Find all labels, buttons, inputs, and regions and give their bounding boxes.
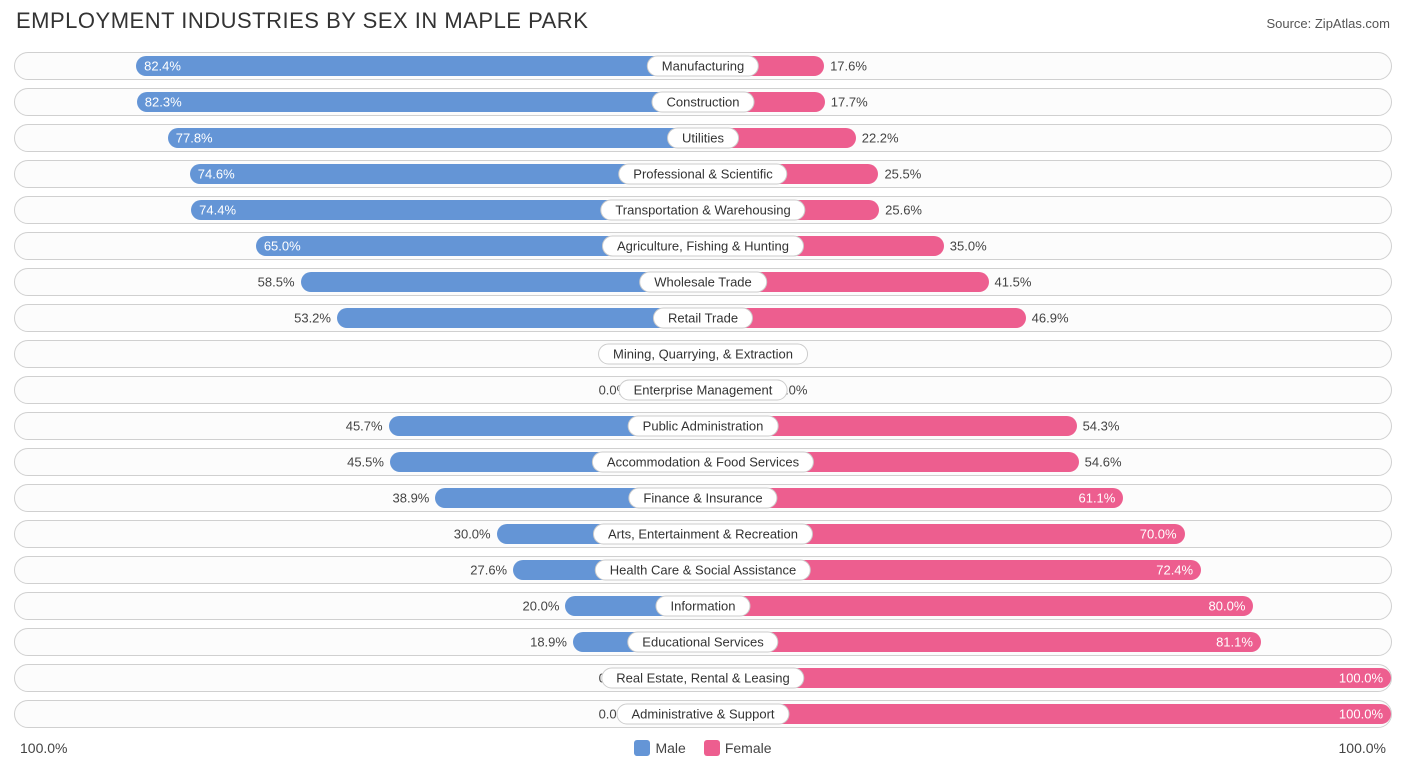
male-value: 77.8% <box>176 131 213 146</box>
female-bar: 100.0% <box>703 704 1391 724</box>
bar-row: 0.0%100.0%Real Estate, Rental & Leasing <box>14 664 1392 692</box>
bar-row: 53.2% 46.9% Retail Trade <box>14 304 1392 332</box>
category-label: Agriculture, Fishing & Hunting <box>602 236 804 257</box>
category-label: Retail Trade <box>653 308 753 329</box>
category-label: Information <box>655 596 750 617</box>
female-value: 54.6% <box>1085 455 1122 470</box>
female-value: 46.9% <box>1032 311 1069 326</box>
bar-row: 0.0%100.0%Administrative & Support <box>14 700 1392 728</box>
female-bar: 80.0% <box>703 596 1253 616</box>
bar-row: 74.6% 25.5% Professional & Scientific <box>14 160 1392 188</box>
female-bar: 81.1% <box>703 632 1261 652</box>
category-label: Construction <box>652 92 755 113</box>
female-value: 80.0% <box>1209 599 1246 614</box>
male-value: 65.0% <box>264 239 301 254</box>
female-value: 25.6% <box>885 203 922 218</box>
category-label: Administrative & Support <box>616 704 789 725</box>
legend-item: Male <box>634 740 685 756</box>
category-label: Transportation & Warehousing <box>600 200 805 221</box>
category-label: Enterprise Management <box>619 380 788 401</box>
female-bar: 100.0% <box>703 668 1391 688</box>
chart-footer: 100.0% Male Female 100.0% <box>12 736 1394 756</box>
male-bar: 53.2% <box>337 308 703 328</box>
female-value: 100.0% <box>1339 707 1383 722</box>
category-label: Professional & Scientific <box>618 164 787 185</box>
legend-item: Female <box>704 740 772 756</box>
female-value: 22.2% <box>862 131 899 146</box>
axis-left-label: 100.0% <box>20 740 67 756</box>
category-label: Wholesale Trade <box>639 272 767 293</box>
female-value: 81.1% <box>1216 635 1253 650</box>
male-value: 45.7% <box>346 419 383 434</box>
bar-row: 74.4% 25.6% Transportation & Warehousing <box>14 196 1392 224</box>
male-value: 58.5% <box>258 275 295 290</box>
category-label: Arts, Entertainment & Recreation <box>593 524 813 545</box>
male-value: 38.9% <box>393 491 430 506</box>
bar-row: 82.4% 17.6% Manufacturing <box>14 52 1392 80</box>
female-value: 61.1% <box>1078 491 1115 506</box>
legend-swatch <box>704 740 720 756</box>
category-label: Educational Services <box>627 632 778 653</box>
chart-title: EMPLOYMENT INDUSTRIES BY SEX IN MAPLE PA… <box>16 8 588 34</box>
male-value: 20.0% <box>523 599 560 614</box>
female-value: 25.5% <box>884 167 921 182</box>
category-label: Mining, Quarrying, & Extraction <box>598 344 808 365</box>
bar-row: 45.7% 54.3% Public Administration <box>14 412 1392 440</box>
chart-header: EMPLOYMENT INDUSTRIES BY SEX IN MAPLE PA… <box>12 8 1394 34</box>
bar-row: 0.0%0.0%Mining, Quarrying, & Extraction <box>14 340 1392 368</box>
male-value: 74.4% <box>199 203 236 218</box>
chart-source: Source: ZipAtlas.com <box>1266 16 1390 31</box>
bar-row: 45.5% 54.6% Accommodation & Food Services <box>14 448 1392 476</box>
female-value: 70.0% <box>1140 527 1177 542</box>
bar-row: 30.0% 70.0% Arts, Entertainment & Recreati… <box>14 520 1392 548</box>
legend-label: Male <box>655 740 685 756</box>
male-bar: 77.8% <box>168 128 703 148</box>
female-value: 72.4% <box>1156 563 1193 578</box>
bar-row: 38.9% 61.1% Finance & Insurance <box>14 484 1392 512</box>
male-value: 45.5% <box>347 455 384 470</box>
male-value: 27.6% <box>470 563 507 578</box>
legend-swatch <box>634 740 650 756</box>
category-label: Finance & Insurance <box>628 488 777 509</box>
male-bar: 82.4% <box>136 56 703 76</box>
bar-row: 77.8% 22.2% Utilities <box>14 124 1392 152</box>
bar-row: 58.5% 41.5% Wholesale Trade <box>14 268 1392 296</box>
diverging-bar-chart: 82.4% 17.6% Manufacturing 82.3% 17.7% Constru… <box>12 52 1394 728</box>
male-value: 30.0% <box>454 527 491 542</box>
category-label: Utilities <box>667 128 739 149</box>
bar-row: 82.3% 17.7% Construction <box>14 88 1392 116</box>
category-label: Accommodation & Food Services <box>592 452 814 473</box>
female-value: 17.6% <box>830 59 867 74</box>
bar-row: 65.0% 35.0% Agriculture, Fishing & Hunting <box>14 232 1392 260</box>
axis-right-label: 100.0% <box>1339 740 1386 756</box>
legend-label: Female <box>725 740 772 756</box>
female-value: 17.7% <box>831 95 868 110</box>
male-bar: 82.3% <box>137 92 703 112</box>
male-value: 18.9% <box>530 635 567 650</box>
category-label: Public Administration <box>628 416 779 437</box>
male-value: 53.2% <box>294 311 331 326</box>
legend: Male Female <box>634 740 771 756</box>
male-value: 82.4% <box>144 59 181 74</box>
bar-row: 20.0% 80.0% Information <box>14 592 1392 620</box>
category-label: Health Care & Social Assistance <box>595 560 811 581</box>
bar-row: 27.6% 72.4% Health Care & Social Assistanc… <box>14 556 1392 584</box>
female-value: 100.0% <box>1339 671 1383 686</box>
male-value: 74.6% <box>198 167 235 182</box>
female-value: 35.0% <box>950 239 987 254</box>
bar-row: 0.0%0.0%Enterprise Management <box>14 376 1392 404</box>
category-label: Manufacturing <box>647 56 759 77</box>
bar-row: 18.9% 81.1% Educational Services <box>14 628 1392 656</box>
female-value: 41.5% <box>995 275 1032 290</box>
category-label: Real Estate, Rental & Leasing <box>601 668 804 689</box>
male-value: 82.3% <box>145 95 182 110</box>
female-value: 54.3% <box>1083 419 1120 434</box>
